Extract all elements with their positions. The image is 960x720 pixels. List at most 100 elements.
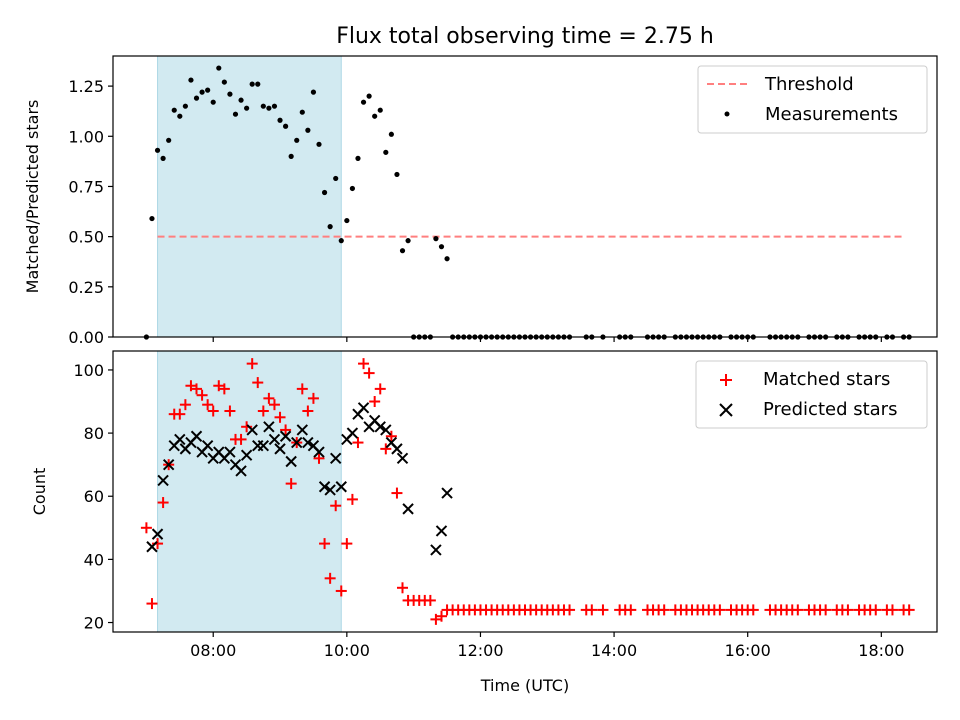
measurement-point xyxy=(372,113,378,119)
predicted-star-point xyxy=(240,449,253,461)
measurement-point xyxy=(193,95,200,101)
predicted-star-point xyxy=(402,503,414,515)
matched-star-point xyxy=(157,497,169,509)
matched-star-point xyxy=(380,443,392,455)
measurement-point xyxy=(388,131,394,137)
measurement-point xyxy=(249,81,255,87)
predicted-star-point xyxy=(318,481,331,493)
predicted-star-point xyxy=(391,443,403,455)
measurement-point xyxy=(405,238,411,244)
matched-star-point xyxy=(285,478,297,490)
legend-predicted-swatch xyxy=(719,403,733,417)
predicted-star-point xyxy=(335,481,347,493)
matched-star-point xyxy=(213,380,225,392)
measurement-point xyxy=(238,97,244,103)
measurement-point xyxy=(438,244,445,250)
predicted-star-point xyxy=(274,443,286,455)
y-axis-label-top: Matched/Predicted stars xyxy=(23,100,42,294)
matched-star-point xyxy=(391,487,403,499)
matched-star-point xyxy=(597,604,609,616)
matched-star-point xyxy=(886,604,898,616)
legend-predicted-label: Predicted stars xyxy=(763,399,897,420)
predicted-star-point xyxy=(146,541,158,553)
matched-star-point xyxy=(903,604,915,616)
matched-star-point xyxy=(246,358,258,370)
matched-star-point xyxy=(625,604,637,616)
legend-measurements-label: Measurements xyxy=(765,104,898,125)
measurement-point xyxy=(188,77,194,83)
y-tick-label: 0.00 xyxy=(68,328,104,347)
measurement-point xyxy=(305,127,311,133)
matched-star-point xyxy=(870,604,882,616)
predicted-star-point xyxy=(357,402,370,414)
y-tick-label: 1.00 xyxy=(68,127,104,146)
matched-star-point xyxy=(313,452,325,464)
matched-star-point xyxy=(435,610,447,622)
legend-measurements-swatch xyxy=(724,111,730,117)
measurement-point xyxy=(182,103,188,109)
matched-star-point xyxy=(363,367,375,379)
x-tick-label: 10:00 xyxy=(324,641,370,660)
matched-star-point xyxy=(185,380,197,392)
x-tick-label: 12:00 xyxy=(457,641,503,660)
matched-star-point xyxy=(714,604,726,616)
y-tick-label: 0.50 xyxy=(68,228,104,247)
measurement-point xyxy=(154,147,161,153)
predicted-star-point xyxy=(246,424,258,436)
measurement-point xyxy=(205,87,211,93)
y-axis-label-bottom: Count xyxy=(30,468,49,516)
predicted-star-point xyxy=(190,430,203,442)
x-tick-label: 14:00 xyxy=(591,641,637,660)
matched-star-point xyxy=(224,405,236,417)
legend-threshold-label: Threshold xyxy=(764,74,854,95)
y-tick-label: 80 xyxy=(84,424,104,443)
matched-star-point xyxy=(202,399,214,411)
predicted-star-point xyxy=(346,427,359,439)
predicted-star-point xyxy=(224,446,236,458)
plot-frame-bottom xyxy=(112,350,938,633)
matched-star-point xyxy=(140,522,152,534)
y-tick-label: 20 xyxy=(84,614,104,633)
measurement-point xyxy=(210,99,216,105)
predicted-star-point xyxy=(430,544,442,556)
matched-star-point xyxy=(174,408,186,420)
matched-star-point xyxy=(218,383,230,395)
measurement-point xyxy=(260,103,266,109)
matched-star-point xyxy=(235,433,247,445)
measurement-point xyxy=(277,117,283,123)
measurement-point xyxy=(244,105,250,111)
measurement-point xyxy=(160,155,166,161)
predicted-star-point xyxy=(157,474,169,487)
legend-matched-swatch xyxy=(720,374,732,386)
matched-star-point xyxy=(263,392,275,404)
measurement-point xyxy=(166,137,172,143)
measurement-point xyxy=(294,137,300,143)
x-axis-ticks-top xyxy=(212,337,882,342)
legend-box-top xyxy=(697,65,928,134)
matched-star-point xyxy=(352,437,364,449)
matched-star-point xyxy=(296,383,308,395)
matched-star-point xyxy=(207,405,219,417)
predicted-star-points xyxy=(146,402,453,556)
matched-star-point xyxy=(319,538,331,550)
matched-star-point xyxy=(369,396,381,408)
matched-star-point xyxy=(346,493,358,505)
measurement-point xyxy=(316,141,322,147)
measurement-point xyxy=(399,248,406,254)
legend-matched-label: Matched stars xyxy=(763,369,890,390)
measurement-point xyxy=(227,91,233,97)
x-axis-ticks-bottom: 08:00 10:00 12:00 14:00 16:00 18:00 xyxy=(190,632,904,660)
predicted-star-point xyxy=(162,458,175,471)
matched-star-point xyxy=(424,594,436,606)
measurement-point xyxy=(232,111,239,117)
matched-star-point xyxy=(335,585,347,597)
matched-star-point xyxy=(324,572,336,584)
matched-star-points xyxy=(140,358,915,625)
predicted-star-point xyxy=(268,433,281,446)
measurement-point xyxy=(282,123,289,129)
x-tick-label: 18:00 xyxy=(858,641,904,660)
matched-star-point xyxy=(385,430,397,442)
count-panel: 20 40 60 80 100 08:00 10:00 12:00 14:00 16:00 18:… xyxy=(30,350,938,695)
measurement-point xyxy=(266,105,272,111)
matched-star-point xyxy=(397,582,409,594)
